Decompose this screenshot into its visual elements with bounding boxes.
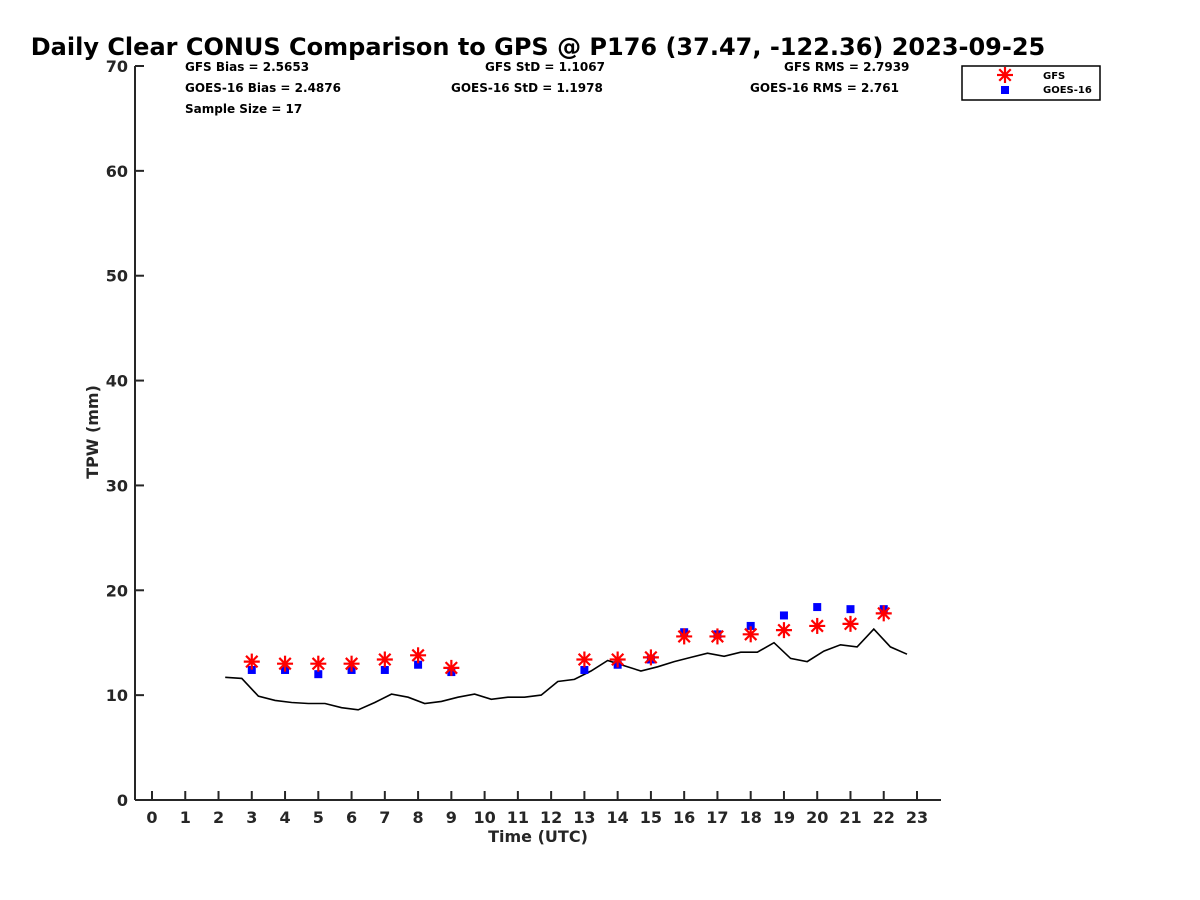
x-tick-label-0: 0 (146, 808, 157, 827)
gfs-point (709, 628, 726, 645)
gfs-point (576, 651, 593, 668)
x-tick-label-20: 20 (806, 808, 828, 827)
axes (134, 66, 941, 801)
goes16-point (580, 665, 589, 674)
x-tick-label-5: 5 (313, 808, 324, 827)
gfs-point (642, 649, 659, 666)
goes16-point (314, 670, 323, 679)
x-tick-label-7: 7 (379, 808, 390, 827)
x-tick-label-23: 23 (906, 808, 928, 827)
gps-line (225, 627, 908, 711)
y-tick-label-10: 10 (106, 686, 128, 705)
gfs-point (277, 655, 294, 672)
goes16-point (746, 621, 755, 630)
goes-bias-text: GOES-16 Bias = 2.4876 (185, 81, 341, 95)
legend-gfs-asterisk (997, 67, 1013, 83)
x-tick-label-3: 3 (246, 808, 257, 827)
y-tick-label-50: 50 (106, 267, 128, 286)
legend-box (961, 65, 1101, 101)
x-axis-label: Time (UTC) (488, 827, 588, 846)
gfs-rms-text: GFS RMS = 2.7939 (784, 60, 909, 74)
gfs-point (243, 653, 260, 670)
x-tick-label-22: 22 (873, 808, 895, 827)
goes16-point (414, 660, 423, 669)
goes16-point (779, 611, 788, 620)
x-tick-label-11: 11 (507, 808, 529, 827)
x-tick-label-1: 1 (180, 808, 191, 827)
y-tick-label-60: 60 (106, 162, 128, 181)
x-tick-label-4: 4 (279, 808, 290, 827)
x-tick-label-18: 18 (740, 808, 762, 827)
x-tick-label-16: 16 (673, 808, 695, 827)
sample-size-text: Sample Size = 17 (185, 102, 302, 116)
x-tick-label-17: 17 (706, 808, 728, 827)
x-tick-label-13: 13 (573, 808, 595, 827)
legend-gfs-label: GFS (1043, 71, 1065, 82)
gfs-point (842, 615, 859, 632)
legend: GFS GOES-16 (961, 65, 1101, 101)
x-tick-label-12: 12 (540, 808, 562, 827)
x-tick-label-15: 15 (640, 808, 662, 827)
goes16-point (846, 605, 855, 614)
y-tick-label-40: 40 (106, 372, 128, 391)
gfs-point (376, 651, 393, 668)
y-axis-label: TPW (mm) (83, 385, 102, 479)
y-tick-label-30: 30 (106, 476, 128, 495)
goes16-point (247, 665, 256, 674)
x-tick-label-21: 21 (839, 808, 861, 827)
x-tick-label-9: 9 (446, 808, 457, 827)
y-tick-label-0: 0 (117, 791, 128, 810)
legend-goes-label: GOES-16 (1043, 85, 1092, 96)
y-tick-label-20: 20 (106, 581, 128, 600)
goes-rms-text: GOES-16 RMS = 2.761 (750, 81, 899, 95)
stats-block: GFS Bias = 2.5653 GOES-16 Bias = 2.4876 … (185, 60, 909, 116)
gfs-point (775, 622, 792, 639)
gfs-point (875, 605, 892, 622)
gfs-bias-text: GFS Bias = 2.5653 (185, 60, 309, 74)
legend-gfs-marker (997, 67, 1013, 83)
x-tick-label-2: 2 (213, 808, 224, 827)
goes16-point (380, 665, 389, 674)
x-tick-label-6: 6 (346, 808, 357, 827)
y-tick-label-70: 70 (106, 57, 128, 76)
gfs-point (742, 626, 759, 643)
goes-std-text: GOES-16 StD = 1.1978 (451, 81, 603, 95)
x-tick-label-19: 19 (773, 808, 795, 827)
gfs-point (410, 647, 427, 664)
gfs-point (676, 628, 693, 645)
gfs-point (809, 617, 826, 634)
legend-goes-marker (1001, 86, 1009, 94)
gfs-point (609, 651, 626, 668)
gfs-point (443, 659, 460, 676)
x-tick-label-14: 14 (607, 808, 629, 827)
gfs-std-text: GFS StD = 1.1067 (485, 60, 605, 74)
x-tick-label-10: 10 (473, 808, 495, 827)
series-layer (225, 603, 908, 711)
gfs-point (310, 655, 327, 672)
chart-title: Daily Clear CONUS Comparison to GPS @ P1… (31, 33, 1045, 61)
x-tick-label-8: 8 (413, 808, 424, 827)
gfs-point (343, 655, 360, 672)
goes16-point (813, 603, 822, 612)
